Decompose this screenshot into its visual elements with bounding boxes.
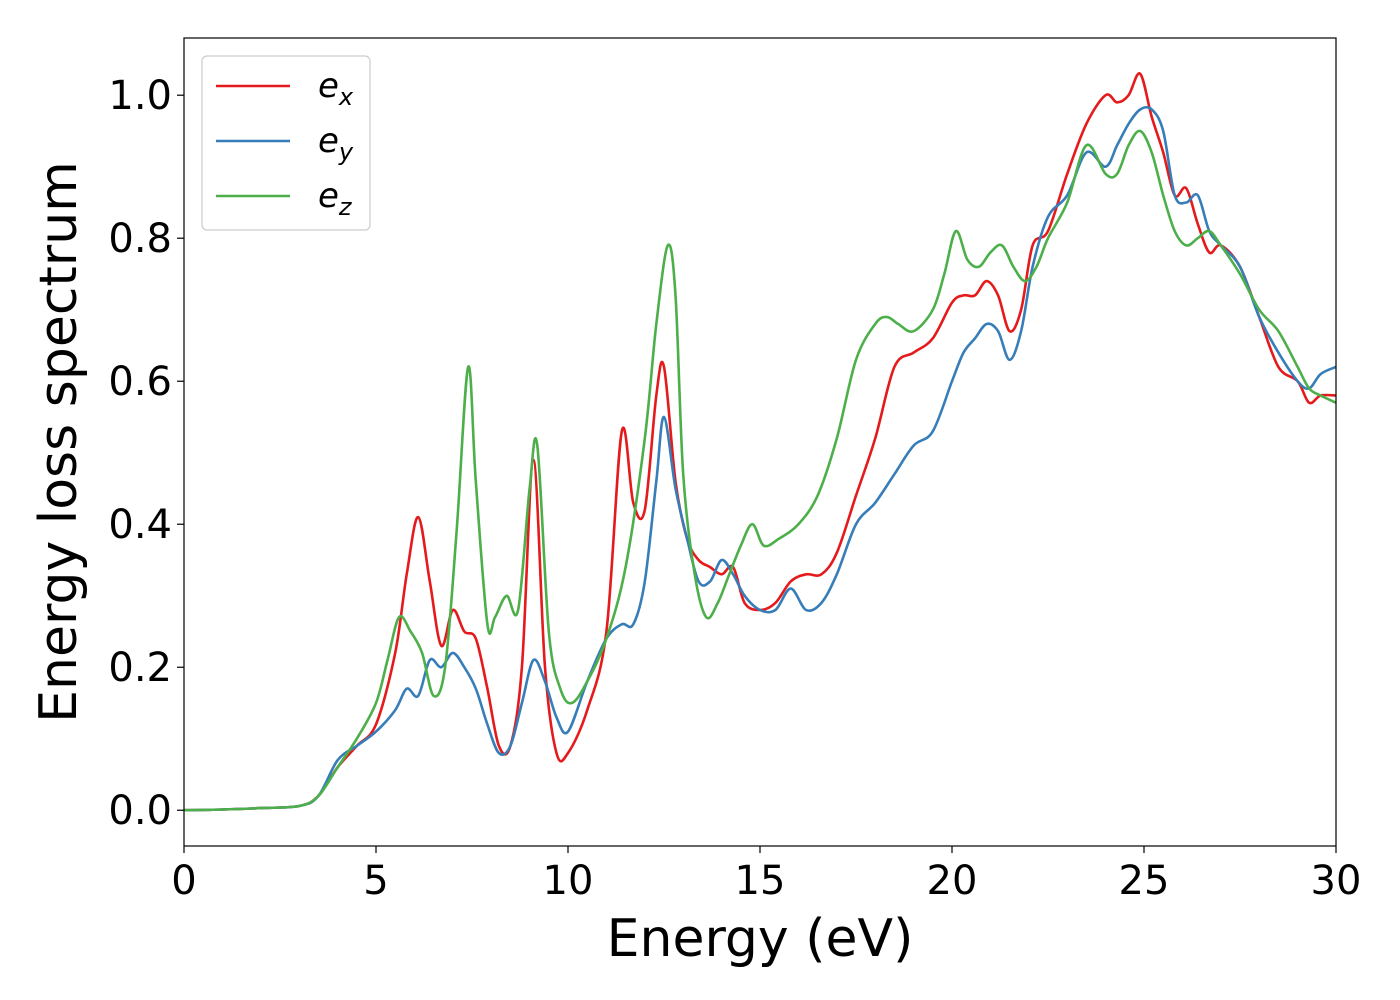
series-line-x [184, 72, 1336, 812]
x-tick-label: 0 [171, 858, 196, 904]
x-axis-ticks: 0 5 10 15 20 25 30 [171, 846, 1361, 904]
y-tick-label: 1.0 [108, 73, 172, 119]
x-tick-label: 25 [1119, 858, 1170, 904]
legend-label-x: ex [318, 66, 354, 111]
x-tick-label: 10 [543, 858, 594, 904]
plot-area [184, 38, 1336, 846]
x-tick-label: 15 [735, 858, 786, 904]
legend: ex ey ez [201, 55, 371, 231]
y-tick-label: 0.6 [108, 359, 172, 405]
y-tick-label: 0.8 [108, 216, 172, 262]
x-axis-label: Energy (eV) [607, 909, 914, 969]
series-layer [184, 72, 1336, 812]
legend-label-z: ez [318, 176, 353, 221]
series-line-z [184, 129, 1336, 812]
y-axis-label: Energy loss spectrum [29, 161, 89, 723]
x-tick-label: 30 [1311, 858, 1362, 904]
y-tick-label: 0.0 [108, 788, 172, 834]
legend-label-y: ey [318, 121, 354, 166]
x-tick-label: 5 [363, 858, 388, 904]
series-line-y [184, 105, 1336, 812]
x-tick-label: 20 [927, 858, 978, 904]
legend-box [201, 55, 371, 231]
y-tick-label: 0.4 [108, 502, 172, 548]
y-tick-label: 0.2 [108, 645, 172, 691]
y-axis-ticks: 0.0 0.2 0.4 0.6 0.8 1.0 [108, 73, 184, 834]
